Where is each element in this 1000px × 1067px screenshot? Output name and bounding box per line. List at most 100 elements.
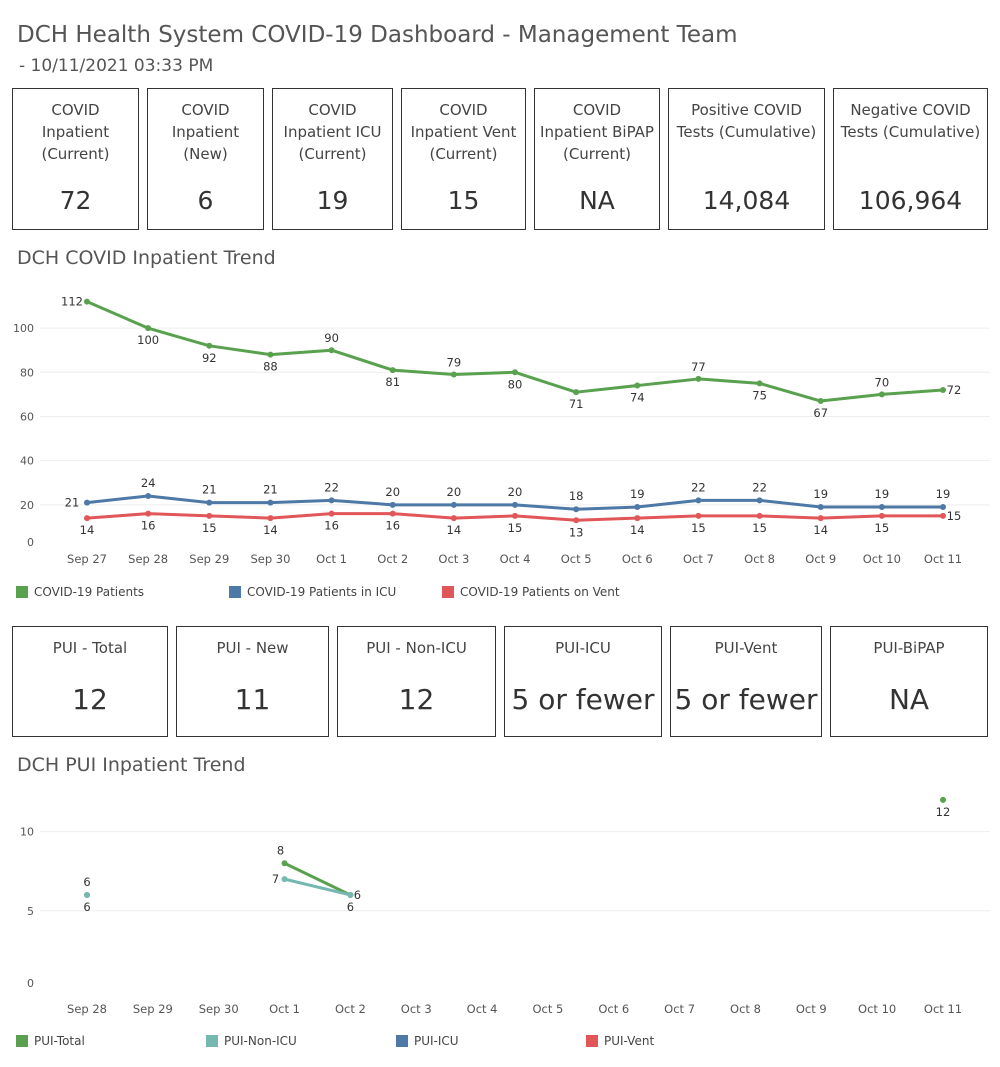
kpi-value: 5 or fewer bbox=[511, 683, 655, 716]
legend-label: PUI-ICU bbox=[414, 1034, 459, 1048]
legend-swatch bbox=[16, 1035, 28, 1047]
data-point bbox=[634, 382, 641, 389]
data-point bbox=[281, 860, 288, 867]
x-tick-label: Oct 5 bbox=[532, 1002, 563, 1016]
data-point bbox=[389, 501, 396, 508]
data-label: 15 bbox=[202, 521, 217, 535]
data-point bbox=[756, 380, 763, 387]
data-point bbox=[145, 325, 152, 332]
data-label: 8 bbox=[277, 843, 284, 857]
data-point bbox=[695, 375, 702, 382]
x-tick-label: Oct 5 bbox=[561, 552, 592, 566]
x-tick-label: Oct 11 bbox=[924, 552, 962, 566]
x-tick-label: Oct 11 bbox=[924, 1002, 962, 1016]
x-tick-label: Oct 10 bbox=[863, 552, 901, 566]
data-label: 6 bbox=[83, 900, 90, 914]
kpi-value: 6 bbox=[197, 186, 214, 215]
data-label: 67 bbox=[813, 406, 828, 420]
legend-item-pui-total[interactable]: PUI-Total bbox=[16, 1034, 206, 1048]
covid-chart-legend: COVID-19 Patients COVID-19 Patients in I… bbox=[16, 585, 655, 599]
data-point bbox=[512, 512, 518, 519]
kpi-card-inpatient-bipap: COVID Inpatient BiPAP (Current) NA bbox=[534, 88, 660, 230]
legend-swatch bbox=[16, 586, 28, 598]
data-label: 72 bbox=[947, 383, 962, 397]
data-point bbox=[84, 515, 90, 522]
data-label: 92 bbox=[202, 351, 217, 365]
data-point bbox=[267, 499, 274, 506]
kpi-label: PUI-Vent bbox=[714, 639, 778, 657]
y-tick-label: 5 bbox=[27, 905, 34, 918]
kpi-label: COVID Inpatient (New) bbox=[171, 101, 240, 163]
data-label: 16 bbox=[324, 519, 339, 533]
kpi-card-positive-tests: Positive COVID Tests (Cumulative) 14,084 bbox=[668, 88, 825, 230]
data-label: 15 bbox=[752, 521, 767, 535]
data-point bbox=[206, 512, 213, 519]
data-label: 21 bbox=[263, 483, 278, 497]
data-label: 15 bbox=[691, 521, 706, 535]
kpi-card-inpatient-current: COVID Inpatient (Current) 72 bbox=[12, 88, 139, 230]
data-point bbox=[328, 510, 335, 517]
data-point bbox=[756, 512, 763, 519]
data-point bbox=[267, 515, 274, 522]
data-label: 15 bbox=[508, 521, 523, 535]
x-tick-label: Oct 9 bbox=[796, 1002, 827, 1016]
kpi-label: Negative COVID Tests (Cumulative) bbox=[840, 101, 981, 141]
data-label: 6 bbox=[347, 900, 354, 914]
legend-item-icu[interactable]: COVID-19 Patients in ICU bbox=[229, 585, 442, 599]
data-label: 13 bbox=[569, 525, 584, 539]
x-tick-label: Oct 9 bbox=[805, 552, 836, 566]
y-tick-label: 20 bbox=[20, 499, 34, 512]
data-point bbox=[281, 876, 288, 883]
kpi-value: NA bbox=[888, 683, 930, 716]
kpi-card-pui-non-icu: PUI - Non-ICU 12 bbox=[337, 626, 496, 737]
x-tick-label: Sep 28 bbox=[67, 1002, 107, 1016]
kpi-value: 14,084 bbox=[702, 186, 791, 215]
x-tick-label: Oct 4 bbox=[500, 552, 531, 566]
data-point bbox=[84, 298, 90, 305]
x-tick-label: Sep 30 bbox=[250, 552, 290, 566]
chart-title-pui: DCH PUI Inpatient Trend bbox=[17, 754, 246, 776]
kpi-label: PUI - Non-ICU bbox=[366, 639, 467, 657]
kpi-card-pui-vent: PUI-Vent 5 or fewer bbox=[670, 626, 822, 737]
data-label: 14 bbox=[447, 523, 462, 537]
x-tick-label: Oct 7 bbox=[664, 1002, 695, 1016]
x-tick-label: Oct 6 bbox=[598, 1002, 629, 1016]
legend-item-pui-vent[interactable]: PUI-Vent bbox=[586, 1034, 776, 1048]
data-point bbox=[347, 891, 354, 898]
data-point bbox=[817, 398, 824, 405]
kpi-label: PUI-BiPAP bbox=[873, 639, 945, 657]
kpi-card-pui-bipap: PUI-BiPAP NA bbox=[830, 626, 988, 737]
legend-item-pui-icu[interactable]: PUI-ICU bbox=[396, 1034, 586, 1048]
x-tick-label: Oct 1 bbox=[316, 552, 347, 566]
y-tick-label: 80 bbox=[20, 366, 34, 379]
legend-item-vent[interactable]: COVID-19 Patients on Vent bbox=[442, 585, 655, 599]
data-label: 20 bbox=[385, 485, 400, 499]
data-label: 81 bbox=[385, 375, 400, 389]
y-tick-label: 40 bbox=[20, 455, 34, 468]
data-label: 90 bbox=[324, 331, 339, 345]
data-point bbox=[389, 510, 396, 517]
data-label: 22 bbox=[691, 480, 706, 494]
kpi-value: 12 bbox=[72, 683, 108, 716]
kpi-value: 5 or fewer bbox=[674, 683, 818, 716]
data-label: 22 bbox=[752, 480, 767, 494]
data-point bbox=[389, 367, 396, 374]
data-point bbox=[878, 391, 885, 398]
data-point bbox=[145, 492, 152, 499]
y-tick-label: 0 bbox=[27, 536, 34, 549]
data-label: 7 bbox=[272, 872, 279, 886]
legend-item-pui-non-icu[interactable]: PUI-Non-ICU bbox=[206, 1034, 396, 1048]
kpi-value: 11 bbox=[234, 683, 271, 716]
kpi-card-negative-tests: Negative COVID Tests (Cumulative) 106,96… bbox=[833, 88, 988, 230]
data-label: 6 bbox=[354, 888, 361, 902]
x-tick-label: Sep 30 bbox=[199, 1002, 239, 1016]
y-tick-label: 10 bbox=[20, 826, 34, 839]
kpi-card-pui-icu: PUI-ICU 5 or fewer bbox=[504, 626, 662, 737]
x-tick-label: Oct 3 bbox=[401, 1002, 432, 1016]
data-label: 14 bbox=[80, 523, 95, 537]
data-point bbox=[940, 512, 946, 519]
legend-item-patients[interactable]: COVID-19 Patients bbox=[16, 585, 229, 599]
legend-swatch bbox=[206, 1035, 218, 1047]
x-tick-label: Sep 29 bbox=[133, 1002, 173, 1016]
data-label: 6 bbox=[83, 875, 90, 889]
